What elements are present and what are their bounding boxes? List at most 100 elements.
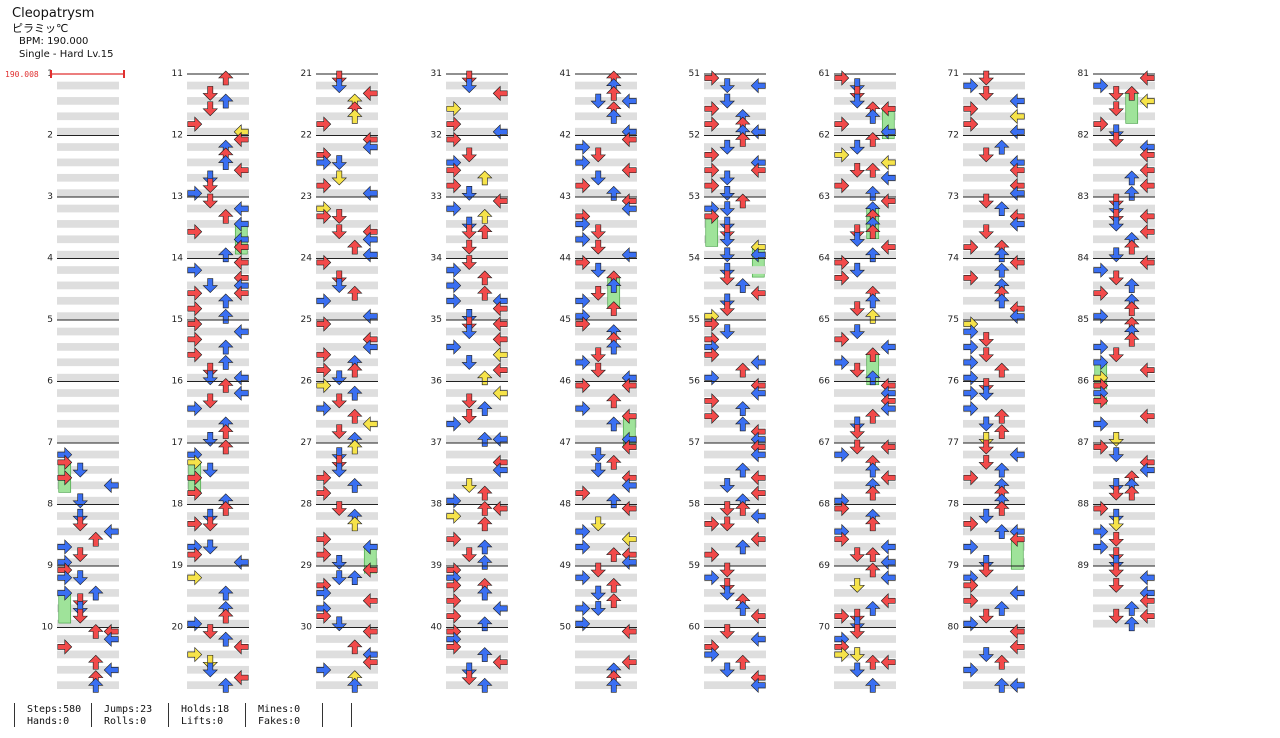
beat-band [834,604,896,613]
down-arrow-note [590,601,606,616]
left-arrow-note [704,177,720,194]
beat-band [834,327,896,336]
beat-band [187,419,249,428]
beat-band [446,665,508,674]
up-arrow-note [347,570,363,585]
measure-block: 80 [948,623,1025,694]
beat-band [575,419,637,428]
beat-band [187,604,249,613]
beat-band [446,573,508,582]
measure-number: 58 [689,500,701,510]
up-arrow-note [477,170,493,186]
beat-band [316,296,378,305]
right-arrow-note [750,677,766,694]
beat-band [575,81,637,90]
down-arrow-note [331,170,347,186]
up-arrow-note [477,401,493,416]
beat-band [316,450,378,459]
down-arrow-note [1108,531,1124,547]
measure-number: 51 [689,69,700,79]
stat-steps: Steps:580 [27,704,82,715]
stats-col-jumps: Jumps:23 Rolls:0 [91,703,168,727]
down-arrow-note [849,162,865,178]
up-arrow-note [218,585,234,601]
right-arrow-note [621,93,637,109]
measure-number: 87 [1078,438,1089,448]
beat-band [446,481,508,490]
measure-block: 45 [560,315,637,386]
measure-block: 15 [172,315,249,386]
measure-number: 41 [560,69,571,79]
down-arrow-note [590,224,606,240]
down-arrow-note [461,547,477,563]
measure-number: 70 [819,623,831,633]
down-arrow-note [590,585,606,601]
measure-number: 22 [301,131,312,141]
beat-band [575,512,637,520]
beat-band [834,158,896,167]
left-arrow-note [446,101,462,117]
up-arrow-note [347,109,363,124]
right-arrow-note [1139,362,1155,378]
beat-band [1093,358,1155,367]
left-arrow-note [704,569,720,586]
beat-band [446,466,508,474]
stat-mines: Mines:0 [258,704,301,715]
measure-number: 86 [1078,377,1090,387]
beat-band [1093,112,1155,121]
beat-band [57,373,119,382]
up-arrow-note [477,516,493,532]
up-arrow-note [477,539,493,555]
beat-band [57,404,119,413]
measure-block: 71 [948,69,1025,140]
beat-band [446,327,508,336]
up-arrow-note [865,562,881,578]
down-arrow-note [1108,193,1124,209]
up-arrow-note [606,593,622,609]
left-arrow-note [446,339,462,355]
left-arrow-note [963,339,979,355]
beat-band [834,466,896,474]
right-arrow-note [492,347,508,363]
down-arrow-note [461,224,477,240]
right-arrow-note [492,385,508,401]
right-arrow-note [362,85,378,102]
measure-number: 3 [47,192,53,202]
beat-band [1093,97,1155,105]
beat-band [963,204,1025,213]
left-arrow-note [834,646,850,663]
down-arrow-note [331,555,347,570]
right-arrow-note [1139,177,1155,194]
measure-number: 34 [431,254,443,264]
beat-band [446,358,508,367]
up-arrow-note [994,424,1010,439]
measure-number: 4 [47,254,53,264]
measure-block: 70 [819,623,896,693]
beat-band [57,681,119,689]
beat-band [187,389,249,397]
left-arrow-note [963,400,979,417]
up-arrow-note [865,162,881,178]
down-arrow-note [1108,432,1124,447]
left-arrow-note [446,162,462,178]
measure-block: 66 [819,377,896,443]
measure-number: 71 [948,69,959,79]
beat-band [834,512,896,520]
down-arrow-note [72,593,88,609]
measure-block: 74 [948,254,1025,325]
right-arrow-note [880,654,896,670]
down-arrow-note [461,255,477,270]
measure-number: 62 [819,131,830,141]
left-arrow-note [187,516,203,532]
measure-block: 63 [819,192,896,263]
beat-band [187,143,249,151]
down-arrow-note [461,239,477,255]
beat-band [575,112,637,121]
measure-block: 20 [172,623,249,693]
beat-band [834,558,896,566]
left-arrow-note [1093,308,1109,325]
beat-band [834,112,896,121]
beat-band [187,204,249,213]
measure-block: 69 [819,561,896,632]
right-arrow-note [362,339,378,355]
